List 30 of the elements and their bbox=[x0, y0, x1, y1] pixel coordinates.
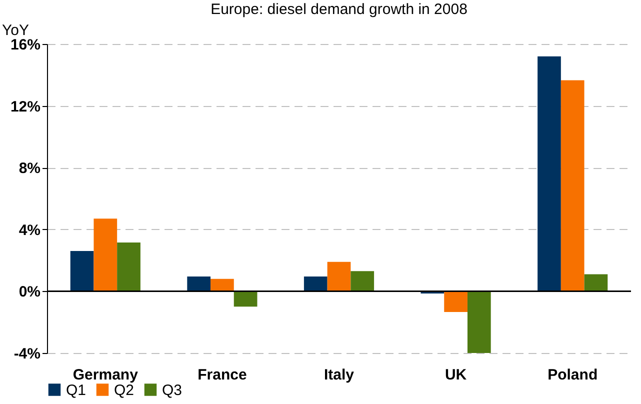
x-tick-label: UK bbox=[444, 366, 467, 384]
bar bbox=[467, 291, 491, 353]
chart-title: Europe: diesel demand growth in 2008 bbox=[210, 1, 468, 18]
bar bbox=[444, 291, 468, 312]
y-tick-label: 12% bbox=[10, 98, 40, 116]
bar bbox=[70, 251, 94, 292]
x-tick-label: Germany bbox=[72, 366, 139, 384]
y-tick-label: 0% bbox=[18, 284, 40, 301]
bar bbox=[560, 80, 584, 292]
bar bbox=[234, 291, 258, 307]
legend-label: Q2 bbox=[114, 382, 134, 399]
bar bbox=[117, 242, 140, 292]
y-tick-label: 16% bbox=[10, 36, 40, 54]
bar bbox=[584, 274, 608, 292]
x-tick-label: France bbox=[198, 366, 247, 384]
y-axis-title: YoY bbox=[2, 22, 29, 39]
x-tick-label: Poland bbox=[548, 366, 598, 384]
bar bbox=[350, 271, 374, 292]
y-tick-label: 8% bbox=[18, 160, 40, 178]
x-tick-label: Italy bbox=[324, 366, 355, 384]
y-tick-label: -4% bbox=[14, 346, 40, 362]
bar bbox=[304, 276, 328, 292]
bar bbox=[327, 262, 351, 292]
bar bbox=[538, 56, 561, 292]
legend-label: Q1 bbox=[66, 382, 86, 399]
y-tick-label: 4% bbox=[18, 222, 40, 239]
bar bbox=[94, 218, 118, 292]
bar bbox=[187, 276, 211, 292]
legend-label: Q3 bbox=[162, 382, 182, 399]
bar bbox=[210, 278, 234, 292]
